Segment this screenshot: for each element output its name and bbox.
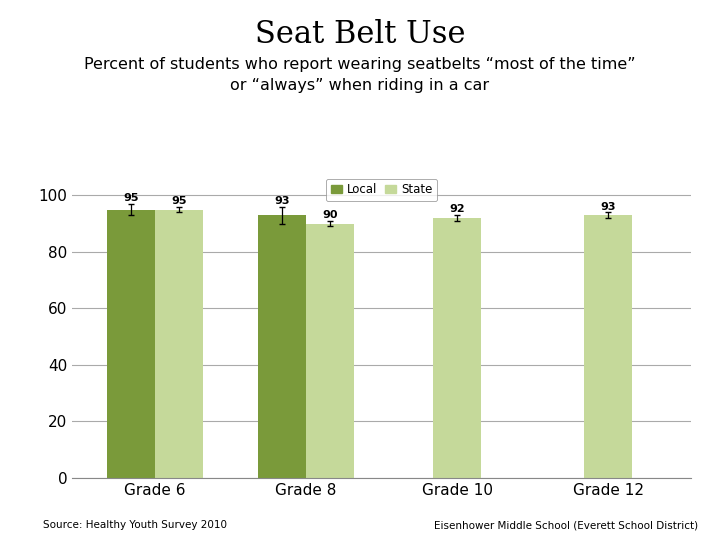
Text: 93: 93 xyxy=(600,201,616,212)
Bar xyxy=(155,210,203,478)
Legend: Local, State: Local, State xyxy=(326,179,437,201)
Text: 95: 95 xyxy=(171,196,187,206)
Text: Eisenhower Middle School (Everett School District): Eisenhower Middle School (Everett School… xyxy=(434,520,698,530)
Bar xyxy=(306,224,354,478)
Bar xyxy=(433,218,481,478)
Bar xyxy=(584,215,632,478)
Text: Percent of students who report wearing seatbelts “most of the time”
or “always” : Percent of students who report wearing s… xyxy=(84,57,636,93)
Text: 95: 95 xyxy=(123,193,139,203)
Bar xyxy=(258,215,306,478)
Text: 92: 92 xyxy=(449,204,465,214)
Text: Source: Healthy Youth Survey 2010: Source: Healthy Youth Survey 2010 xyxy=(43,520,228,530)
Text: Seat Belt Use: Seat Belt Use xyxy=(255,19,465,50)
Text: 90: 90 xyxy=(323,210,338,220)
Text: 93: 93 xyxy=(274,196,289,206)
Bar xyxy=(107,210,155,478)
